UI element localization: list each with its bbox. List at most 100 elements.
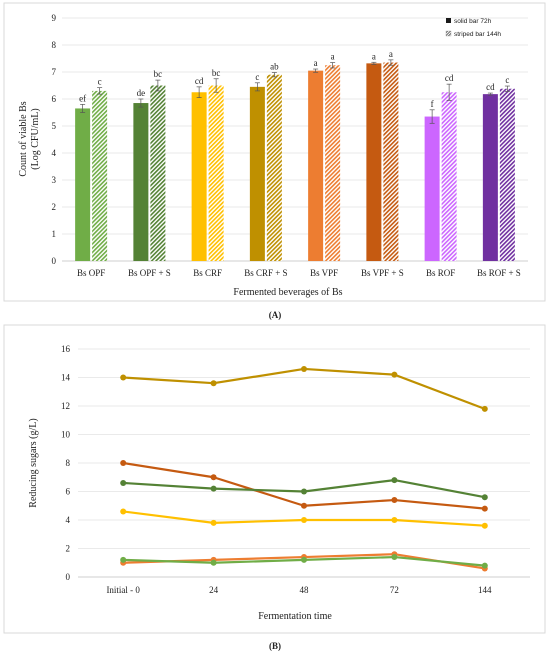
chart-a-ytick-label: 3 xyxy=(52,175,57,185)
series-point xyxy=(391,517,398,523)
legend-striped-swatch xyxy=(445,30,452,37)
bar-144h xyxy=(383,62,399,261)
chart-a-legend: solid bar 72h striped bar 144h xyxy=(445,18,501,38)
chart-b-xtick-label: 72 xyxy=(390,585,399,595)
series-point xyxy=(120,508,127,515)
significance-letter: c xyxy=(505,75,509,85)
series-point xyxy=(391,371,398,378)
chart-a-category-label: Bs ROF xyxy=(426,268,455,278)
bar-144h xyxy=(499,88,515,262)
bar-144h xyxy=(266,74,282,261)
series-point xyxy=(120,479,127,486)
legend-solid-label: solid bar 72h xyxy=(454,18,492,25)
significance-letter: a xyxy=(372,51,376,61)
chart-b-ytick-label: 8 xyxy=(66,458,71,468)
series-point xyxy=(391,477,398,484)
chart-a-ytick-label: 7 xyxy=(52,67,57,77)
bar-144h xyxy=(441,92,457,261)
chart-b-xtick-label: 48 xyxy=(300,585,310,595)
chart-b-xlabel: Fermentation time xyxy=(258,611,332,622)
significance-letter: a xyxy=(314,58,318,68)
bar-144h xyxy=(150,85,166,261)
panel-a-label: (A) xyxy=(269,310,282,320)
significance-letter: ef xyxy=(79,93,86,103)
chart-b-ytick-label: 6 xyxy=(66,487,71,497)
bar-72h xyxy=(75,108,91,261)
bar-72h xyxy=(482,94,498,261)
series-point xyxy=(120,460,127,466)
significance-letter: cd xyxy=(195,76,204,86)
chart-a-category-label: Bs CRF xyxy=(193,268,222,278)
bar-72h xyxy=(133,103,149,261)
chart-a-ytick-label: 8 xyxy=(52,40,57,50)
chart-a-category-label: Bs ROF + S xyxy=(477,268,521,278)
significance-letter: cd xyxy=(445,73,454,83)
panel-b-label: (B) xyxy=(269,641,281,651)
significance-letter: ab xyxy=(270,62,279,72)
series-point xyxy=(391,497,398,504)
series-point xyxy=(391,554,398,561)
series-point xyxy=(210,485,217,492)
significance-letter: bc xyxy=(154,69,163,79)
series-point xyxy=(210,519,217,526)
series-point xyxy=(301,488,307,495)
series-point xyxy=(120,374,127,381)
significance-letter: f xyxy=(431,99,434,109)
significance-letter: a xyxy=(331,52,335,62)
chart-a-ytick-label: 9 xyxy=(52,13,57,23)
chart-b-ytick-label: 16 xyxy=(61,344,71,354)
legend-solid-swatch xyxy=(446,18,451,23)
bar-72h xyxy=(424,116,440,261)
significance-letter: cd xyxy=(486,82,495,92)
series-point xyxy=(301,517,307,523)
chart-b-xtick-label: Initial - 0 xyxy=(106,585,140,595)
series-point xyxy=(481,522,488,529)
bar-72h xyxy=(366,63,382,261)
series-point xyxy=(301,502,307,509)
chart-a-category-label: Bs VPF + S xyxy=(361,268,404,278)
chart-a-category-label: Bs OPF xyxy=(77,268,105,278)
series-point xyxy=(210,380,217,387)
chart-a-ylabel-line1: Count of viable Bs xyxy=(18,101,29,176)
series-point xyxy=(301,556,307,563)
bar-144h xyxy=(325,65,341,261)
chart-a-ylabel-line2: (Log CFU/mL) xyxy=(30,108,41,169)
bar-72h xyxy=(249,86,265,261)
chart-a-category-label: Bs CRF + S xyxy=(244,268,287,278)
series-point xyxy=(481,405,488,412)
chart-a-ytick-label: 1 xyxy=(52,229,57,239)
series-point xyxy=(120,556,127,563)
series-point xyxy=(301,365,307,372)
legend-striped-label: striped bar 144h xyxy=(454,31,501,38)
significance-letter: a xyxy=(389,49,393,59)
bar-144h xyxy=(92,90,108,262)
chart-b-ytick-label: 2 xyxy=(66,544,71,554)
chart-b-ytick-label: 10 xyxy=(61,430,71,440)
series-point xyxy=(210,559,217,566)
series-point xyxy=(481,505,488,512)
significance-letter: c xyxy=(98,77,102,87)
chart-b-ytick-label: 0 xyxy=(66,572,71,582)
chart-a-ytick-label: 0 xyxy=(52,256,57,266)
chart-a-category-label: Bs OPF + S xyxy=(128,268,171,278)
bar-72h xyxy=(191,92,207,261)
series-point xyxy=(481,494,488,501)
chart-b-xtick-label: 24 xyxy=(209,585,219,595)
bar-144h xyxy=(208,85,224,261)
significance-letter: bc xyxy=(212,68,221,78)
series-point xyxy=(210,474,217,481)
chart-b-ytick-label: 12 xyxy=(61,401,70,411)
series-point xyxy=(481,562,488,569)
chart-b-frame xyxy=(3,324,546,634)
chart-a-xlabel: Fermented beverages of Bs xyxy=(233,287,342,298)
chart-a-category-label: Bs VPF xyxy=(310,268,338,278)
chart-a-ytick-label: 2 xyxy=(52,202,57,212)
significance-letter: de xyxy=(137,88,146,98)
chart-a-ytick-label: 6 xyxy=(52,94,57,104)
significance-letter: c xyxy=(255,72,259,82)
chart-a-ytick-label: 5 xyxy=(52,121,57,131)
chart-b-xtick-label: 144 xyxy=(478,585,492,595)
